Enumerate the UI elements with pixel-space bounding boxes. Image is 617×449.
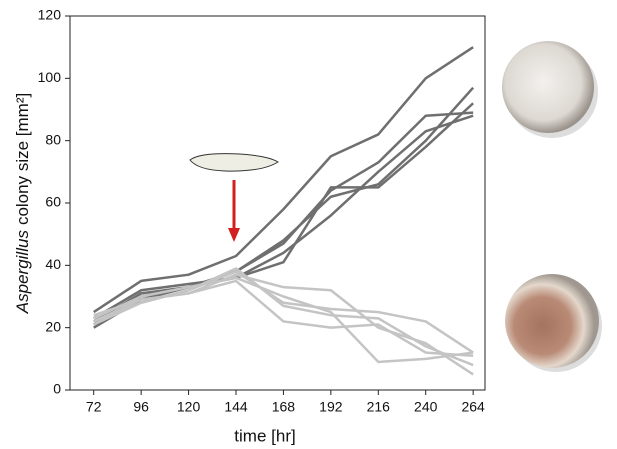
x-tick-label: 120 [177,399,201,415]
petri-dish-bottom [505,274,602,372]
y-axis-label: Aspergillus colony size [mm²] [13,93,32,314]
petri-dish-top [502,41,598,138]
x-tick-label: 96 [133,399,149,415]
plot-area: 0 20 40 60 80 100 120 72 96 120 144 168 192 216 240 264 [38,7,485,415]
x-tick-label: 240 [414,399,438,415]
y-tick-label: 100 [38,69,62,85]
y-tick-label: 40 [45,256,61,272]
y-tick-label: 0 [53,381,61,397]
y-axis-label-italic: Aspergillus [13,230,32,315]
x-tick-label: 192 [319,399,343,415]
series-line [94,47,473,312]
plot-frame [70,16,485,390]
x-tick-label: 72 [86,399,102,415]
chart: 0 20 40 60 80 100 120 72 96 120 144 168 192 216 240 264… [0,0,617,449]
y-axis-label-rest: colony size [mm²] [13,93,32,225]
y-tick-label: 120 [38,7,62,23]
x-tick-label: 216 [367,399,391,415]
x-tick-label: 168 [272,399,296,415]
y-tick-label: 60 [45,194,61,210]
x-axis-label: time [hr] [234,426,295,445]
y-tick-label: 80 [45,131,61,147]
series-line [94,268,473,365]
y-tick-label: 20 [45,318,61,334]
x-tick-label: 264 [461,399,485,415]
x-tick-label: 144 [224,399,248,415]
